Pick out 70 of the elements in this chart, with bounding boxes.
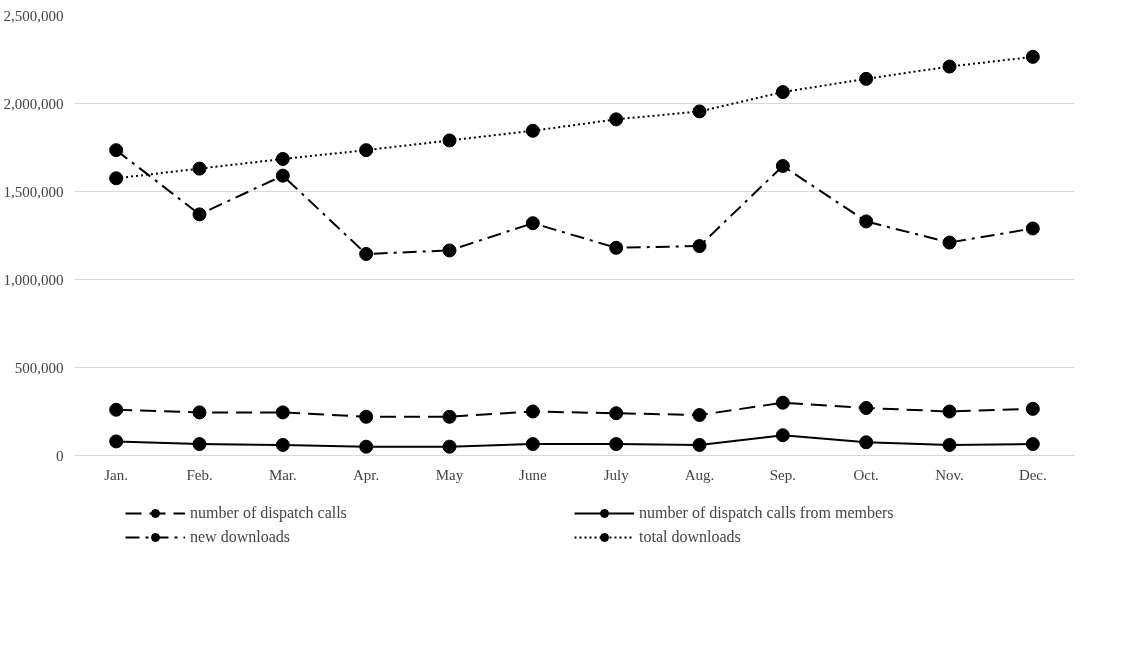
point	[192, 207, 207, 222]
point	[359, 246, 374, 261]
x-tick-label: June	[519, 466, 547, 483]
point	[275, 168, 290, 183]
point	[109, 143, 124, 158]
legend-label: number of dispatch calls	[190, 504, 348, 522]
point	[859, 400, 874, 415]
point	[525, 404, 540, 419]
point	[859, 71, 874, 86]
point	[359, 409, 374, 424]
point	[442, 409, 457, 424]
x-tick-label: Jan.	[104, 466, 129, 483]
point	[442, 133, 457, 148]
point	[192, 437, 207, 452]
point	[1025, 221, 1040, 236]
y-tick-label: 2,000,000	[3, 95, 64, 112]
point	[275, 437, 290, 452]
x-tick-label: July	[603, 466, 630, 483]
point	[442, 439, 457, 454]
point	[942, 437, 957, 452]
legend-label: number of dispatch calls from members	[639, 504, 895, 522]
point	[525, 437, 540, 452]
point	[1025, 437, 1040, 452]
legend-label: total downloads	[639, 528, 742, 546]
y-tick-label: 1,500,000	[3, 183, 64, 200]
x-tick-label: Aug.	[684, 466, 715, 483]
y-tick-label: 1,000,000	[3, 271, 64, 288]
x-tick-label: Feb.	[186, 466, 213, 483]
x-tick-label: Mar.	[268, 466, 297, 483]
point	[859, 214, 874, 229]
point	[109, 402, 124, 417]
point	[1025, 49, 1040, 64]
x-tick-label: Oct.	[853, 466, 879, 483]
point	[942, 404, 957, 419]
y-tick-label: 0	[56, 447, 64, 464]
point	[692, 408, 707, 423]
point	[609, 406, 624, 421]
point	[692, 239, 707, 254]
point	[609, 240, 624, 255]
point	[775, 428, 790, 443]
x-tick-label: Dec.	[1018, 466, 1047, 483]
point	[192, 405, 207, 420]
point	[359, 143, 374, 158]
point	[692, 104, 707, 119]
point	[775, 158, 790, 173]
point	[775, 85, 790, 100]
point	[859, 435, 874, 450]
y-tick-label: 2,500,000	[3, 7, 64, 24]
point	[192, 161, 207, 176]
legend-label: new downloads	[190, 528, 291, 546]
point	[609, 112, 624, 127]
x-tick-label: Apr.	[353, 466, 380, 483]
point	[609, 437, 624, 452]
point	[525, 123, 540, 138]
point	[275, 405, 290, 420]
x-tick-label: Sep.	[769, 466, 796, 483]
point	[359, 439, 374, 454]
point	[1025, 401, 1040, 416]
point	[692, 437, 707, 452]
point	[525, 216, 540, 231]
point	[275, 151, 290, 166]
x-tick-label: May	[435, 466, 464, 483]
point	[109, 171, 124, 186]
point	[942, 235, 957, 250]
point	[109, 434, 124, 449]
point	[942, 59, 957, 74]
point	[442, 243, 457, 258]
y-tick-label: 500,000	[14, 359, 64, 376]
point	[775, 395, 790, 410]
x-tick-label: Nov.	[935, 466, 964, 483]
